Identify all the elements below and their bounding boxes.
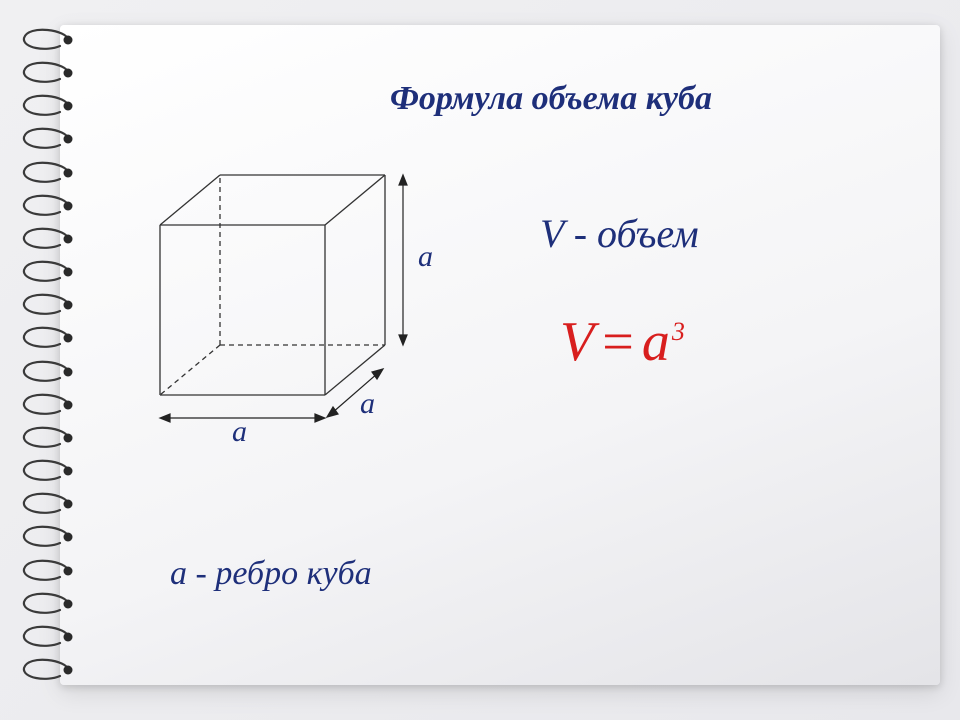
formula-lhs: V [560, 311, 594, 373]
volume-dash: - [574, 211, 587, 256]
cube-label-width: а [232, 415, 247, 449]
formula-base: a [642, 311, 670, 373]
spiral-ring [18, 163, 76, 183]
spiral-ring [18, 428, 76, 448]
page-title: Формула объема куба [390, 80, 712, 118]
notebook-page: Формула объема куба [60, 25, 940, 685]
spiral-ring [18, 229, 76, 249]
volume-formula: V=a3 [560, 310, 685, 374]
spiral-ring [18, 594, 76, 614]
volume-word: объем [597, 211, 699, 256]
edge-symbol: а [170, 555, 187, 592]
formula-exp: 3 [672, 317, 685, 346]
cube-label-height: а [418, 240, 433, 274]
spiral-ring [18, 328, 76, 348]
spiral-ring [18, 30, 76, 50]
spiral-ring [18, 63, 76, 83]
edge-word: ребро куба [215, 555, 371, 592]
cube-svg [140, 135, 460, 455]
cube-diagram: а а а [140, 135, 460, 455]
spiral-ring [18, 362, 76, 382]
spiral-ring [18, 129, 76, 149]
volume-symbol: V [540, 211, 564, 256]
spiral-ring [18, 527, 76, 547]
spiral-ring [18, 627, 76, 647]
spiral-binding [18, 30, 78, 680]
spiral-ring [18, 196, 76, 216]
edge-dash: - [196, 555, 207, 592]
edge-definition: а - ребро куба [170, 555, 372, 593]
spiral-ring [18, 295, 76, 315]
spiral-ring [18, 96, 76, 116]
spiral-ring [18, 461, 76, 481]
spiral-ring [18, 262, 76, 282]
volume-definition: V - объем [540, 210, 699, 257]
formula-eq: = [602, 311, 634, 373]
spiral-ring [18, 561, 76, 581]
spiral-ring [18, 660, 76, 680]
spiral-ring [18, 494, 76, 514]
spiral-ring [18, 395, 76, 415]
cube-label-depth: а [360, 387, 375, 421]
